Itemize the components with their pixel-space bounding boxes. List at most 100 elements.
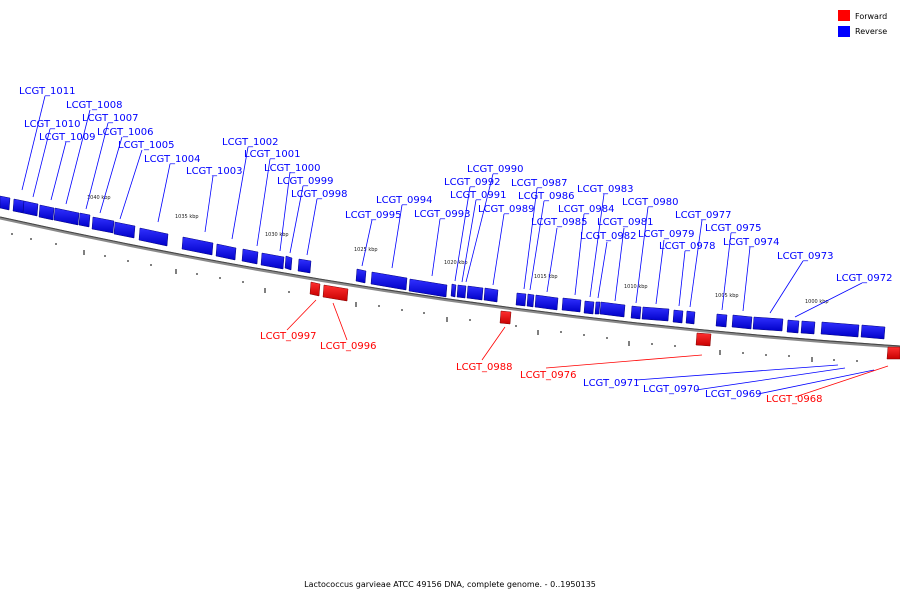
gene-label[interactable]: LCGT_1001 xyxy=(244,149,301,160)
gene-arrow-lcgt-0979[interactable] xyxy=(641,306,670,322)
gene-arrow-lcgt-0997[interactable] xyxy=(309,281,321,297)
gene-label[interactable]: LCGT_0980 xyxy=(622,197,679,208)
gene-label[interactable]: LCGT_1008 xyxy=(66,100,123,111)
gene-label[interactable]: LCGT_0990 xyxy=(467,164,524,175)
reverse-genes xyxy=(0,195,886,340)
forward-legend-label: Forward xyxy=(855,12,887,21)
gene-label[interactable]: LCGT_0998 xyxy=(291,189,348,200)
tick-label: 1005 kbp xyxy=(715,293,739,299)
gene-arrow-lcgt-0989[interactable] xyxy=(483,287,499,303)
gene-arrow-lcgt-1002[interactable] xyxy=(181,236,214,256)
gene-arrow-lcgt-1000[interactable] xyxy=(241,248,259,265)
gene-label[interactable]: LCGT_0977 xyxy=(675,210,732,221)
gene-label[interactable]: LCGT_0988 xyxy=(456,362,513,373)
gene-label[interactable]: LCGT_0971 xyxy=(583,378,640,389)
gene-arrow-lcgt-0987[interactable] xyxy=(515,292,527,307)
gene-arrow-lcgt-0995[interactable] xyxy=(355,268,367,284)
gene-label[interactable]: LCGT_0997 xyxy=(260,331,317,342)
gene-label[interactable]: LCGT_0999 xyxy=(277,176,334,187)
forward-genes xyxy=(309,281,900,360)
scale-ticks xyxy=(11,233,858,362)
gene-arrow-lcgt-0999[interactable] xyxy=(260,252,285,270)
gene-label[interactable]: LCGT_0986 xyxy=(518,191,575,202)
gene-label[interactable]: LCGT_0982 xyxy=(580,231,637,242)
gene-label[interactable]: LCGT_0975 xyxy=(705,223,762,234)
gene-arrow-lcgt-1008[interactable] xyxy=(38,204,55,221)
gene-arrow-lcgt-0975[interactable] xyxy=(715,313,728,328)
gene-label[interactable]: LCGT_0968 xyxy=(766,394,823,405)
gene-label[interactable]: LCGT_0996 xyxy=(320,341,377,352)
gene-arrow-lcgt-0978[interactable] xyxy=(672,309,684,324)
gene-label[interactable]: LCGT_1009 xyxy=(39,132,96,143)
gene-label[interactable]: LCGT_0994 xyxy=(376,195,433,206)
gene-arrow-lcgt-0988[interactable] xyxy=(499,310,512,325)
gene-label[interactable]: LCGT_0969 xyxy=(705,389,762,400)
gene-label[interactable]: LCGT_0995 xyxy=(345,210,402,221)
gene-arrow-lcgt-0977[interactable] xyxy=(685,310,696,325)
gene-arrow-lcgt-0972[interactable] xyxy=(860,324,886,340)
gene-label[interactable]: LCGT_0993 xyxy=(414,209,471,220)
gene-arrow-lcgt-0986[interactable] xyxy=(526,293,535,308)
gene-arrow-lcgt-1010[interactable] xyxy=(12,198,25,214)
gene-label[interactable]: LCGT_0984 xyxy=(558,204,615,215)
gene-arrow-lcgt-0968[interactable] xyxy=(886,346,900,360)
gene-arrow-lcgt-1004[interactable] xyxy=(113,221,136,239)
gene-arrow-lcgt-0985[interactable] xyxy=(534,294,559,311)
gene-label[interactable]: LCGT_1011 xyxy=(19,86,76,97)
gene-label[interactable]: LCGT_1005 xyxy=(118,140,175,151)
tick-label: 1035 kbp xyxy=(175,214,199,220)
gene-arrow-lcgt-0974[interactable] xyxy=(731,314,753,330)
gene-label[interactable]: LCGT_1003 xyxy=(186,166,243,177)
reverse-leader-lines xyxy=(21,95,875,395)
gene-arrow-lcgt-1011[interactable] xyxy=(0,195,11,211)
gene-arrow-lcgt-0983[interactable] xyxy=(583,300,595,315)
gene-label[interactable]: LCGT_1006 xyxy=(97,127,154,138)
gene-label[interactable]: LCGT_0976 xyxy=(520,370,577,381)
gene-label[interactable]: LCGT_0985 xyxy=(531,217,588,228)
gene-arrow-lcgt-0996[interactable] xyxy=(322,284,349,302)
gene-arrow-lcgt-0984[interactable] xyxy=(561,297,582,313)
gene-label[interactable]: LCGT_0991 xyxy=(450,190,507,201)
gene-arrow-lcgt-1007[interactable] xyxy=(53,207,80,226)
gene-arrow-lcgt-0992[interactable] xyxy=(450,283,457,298)
gene-arrow-lcgt-0981[interactable] xyxy=(599,301,626,318)
gene-label[interactable]: LCGT_1007 xyxy=(82,113,139,124)
gene-label[interactable]: LCGT_0979 xyxy=(638,229,695,240)
gene-label[interactable]: LCGT_0973 xyxy=(777,251,834,262)
gene-arrow-lcgt-0999b[interactable] xyxy=(284,255,293,271)
gene-label[interactable]: LCGT_0978 xyxy=(659,241,716,252)
gene-label[interactable]: LCGT_0981 xyxy=(597,217,654,228)
gene-arrow-lcgt-0971[interactable] xyxy=(786,319,800,334)
gene-label[interactable]: LCGT_1004 xyxy=(144,154,201,165)
gene-label[interactable]: LCGT_0989 xyxy=(478,204,535,215)
gene-arrow-lcgt-0976[interactable] xyxy=(695,332,712,347)
gene-label[interactable]: LCGT_0974 xyxy=(723,237,780,248)
gene-label[interactable]: LCGT_0987 xyxy=(511,178,568,189)
gene-arrow-lcgt-0973[interactable] xyxy=(752,316,784,332)
gene-arrow-lcgt-0980[interactable] xyxy=(630,305,642,320)
gene-arrow-lcgt-0998[interactable] xyxy=(297,258,312,274)
gene-label[interactable]: LCGT_0992 xyxy=(444,177,501,188)
gene-arrow-lcgt-0982[interactable] xyxy=(594,301,601,315)
gene-label[interactable]: LCGT_0972 xyxy=(836,273,893,284)
forward-gene-labels: LCGT_0997 LCGT_0996 LCGT_0988 LCGT_0976 … xyxy=(260,331,823,405)
gene-label[interactable]: LCGT_0983 xyxy=(577,184,634,195)
gene-arrow-lcgt-0991[interactable] xyxy=(456,284,467,299)
gene-label[interactable]: LCGT_1010 xyxy=(24,119,81,130)
gene-arrow-lcgt-1006[interactable] xyxy=(78,212,91,228)
gene-label[interactable]: LCGT_1000 xyxy=(264,163,321,174)
gene-arrow-lcgt-1009[interactable] xyxy=(22,200,39,217)
gene-label[interactable]: LCGT_1002 xyxy=(222,137,279,148)
gene-arrow-lcgt-0994[interactable] xyxy=(370,271,408,291)
gene-arrow-lcgt-0969[interactable] xyxy=(820,321,860,338)
gene-arrow-lcgt-0970[interactable] xyxy=(800,320,816,335)
gene-arrow-lcgt-0993[interactable] xyxy=(408,278,448,298)
reverse-legend-swatch xyxy=(838,26,850,37)
gene-arrow-lcgt-1001[interactable] xyxy=(215,243,237,261)
genome-backbone xyxy=(0,216,900,349)
gene-arrow-lcgt-1003[interactable] xyxy=(138,227,169,247)
gene-arrow-lcgt-0990[interactable] xyxy=(466,285,484,301)
gene-arrow-lcgt-1005[interactable] xyxy=(91,216,115,234)
gene-label[interactable]: LCGT_0970 xyxy=(643,384,700,395)
